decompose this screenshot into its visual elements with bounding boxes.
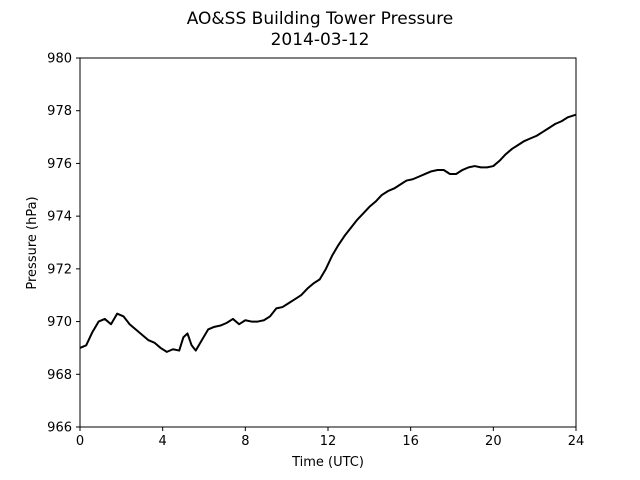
y-axis-label: Pressure (hPa) (25, 196, 40, 289)
series-line-0 (79, 113, 577, 353)
y-tick-label: 966 (47, 421, 72, 436)
y-axis: 966 968 970 972 974 976 978 980 (47, 52, 80, 436)
x-tick-label: 12 (320, 434, 337, 449)
chart-title: AO&SS Building Tower Pressure (187, 9, 454, 29)
x-axis: 0 4 8 12 16 20 24 (76, 427, 584, 449)
y-tick-label: 976 (47, 157, 72, 172)
y-tick-label: 974 (47, 210, 72, 225)
x-tick-label: 16 (402, 434, 419, 449)
x-tick-label: 4 (159, 434, 167, 449)
y-tick-label: 970 (47, 315, 72, 330)
x-tick-label: 24 (568, 434, 585, 449)
y-tick-label: 978 (47, 104, 72, 119)
y-tick-label: 972 (47, 262, 72, 277)
x-axis-label: Time (UTC) (291, 455, 364, 470)
chart-subtitle: 2014-03-12 (271, 30, 370, 50)
x-tick-label: 0 (76, 434, 84, 449)
y-tick-label: 980 (47, 52, 72, 67)
x-tick-label: 20 (485, 434, 502, 449)
y-tick-label: 968 (47, 368, 72, 383)
x-tick-label: 8 (241, 434, 249, 449)
